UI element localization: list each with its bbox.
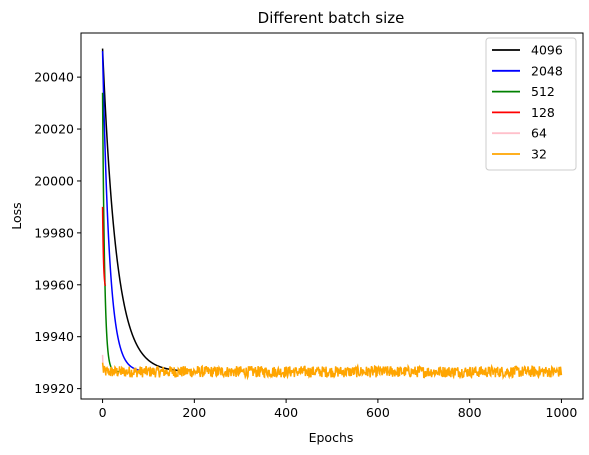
y-axis-label: Loss xyxy=(9,202,24,229)
x-tick-label: 400 xyxy=(274,405,298,420)
y-tick-label: 19920 xyxy=(34,381,74,396)
y-axis-ticks: 19920 19940 19960 19980 20000 20020 20040 xyxy=(34,70,81,396)
series-line-128 xyxy=(101,206,107,287)
legend-label-64: 64 xyxy=(531,126,547,141)
chart-title: Different batch size xyxy=(258,9,405,27)
legend-label-32: 32 xyxy=(531,147,547,162)
x-tick-label: 600 xyxy=(366,405,390,420)
y-tick-label: 20040 xyxy=(34,70,74,85)
legend-label-4096: 4096 xyxy=(531,43,563,58)
legend-label-512: 512 xyxy=(531,84,555,99)
plot-frame xyxy=(80,32,584,400)
x-axis-label: Epochs xyxy=(309,430,354,445)
plot-lines xyxy=(101,48,563,381)
y-tick-label: 20000 xyxy=(34,173,74,188)
x-tick-label: 0 xyxy=(99,405,107,420)
legend-label-128: 128 xyxy=(531,105,555,120)
x-tick-label: 200 xyxy=(182,405,206,420)
x-axis-ticks: 0 200 400 600 800 1000 xyxy=(99,399,578,420)
y-tick-label: 19980 xyxy=(34,225,74,240)
x-tick-label: 800 xyxy=(458,405,482,420)
y-tick-label: 19960 xyxy=(34,277,74,292)
series-line-32 xyxy=(101,362,563,381)
x-tick-label: 1000 xyxy=(546,405,578,420)
series-line-2048 xyxy=(101,51,147,372)
y-tick-label: 19940 xyxy=(34,329,74,344)
y-tick-label: 20020 xyxy=(34,122,74,137)
legend: 4096 2048 512 128 64 32 xyxy=(485,37,577,171)
legend-label-2048: 2048 xyxy=(531,63,563,78)
